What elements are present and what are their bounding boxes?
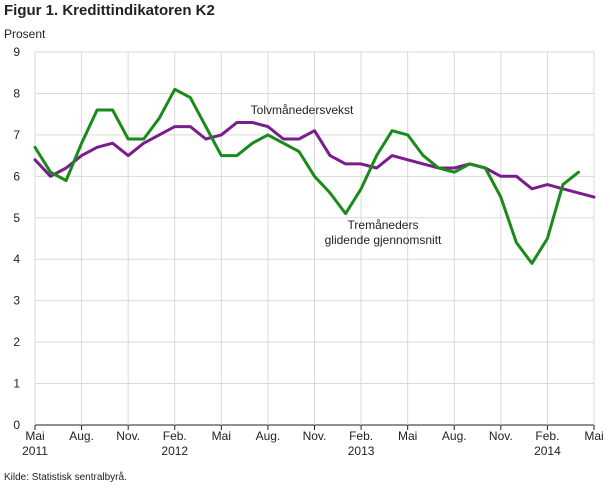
x-tick-label: Nov.: [303, 429, 327, 443]
x-tick-label: Feb.: [163, 429, 187, 443]
y-axis-label: Prosent: [4, 27, 46, 41]
x-tick-label: Nov.: [116, 429, 140, 443]
x-tick-label: Aug.: [256, 429, 281, 443]
y-tick-label: 6: [13, 169, 20, 183]
x-tick-label: Mai: [398, 429, 417, 443]
x-tick-label: Aug.: [69, 429, 94, 443]
x-tick-label: Mai: [212, 429, 231, 443]
y-tick-label: 7: [13, 128, 20, 142]
series-lines: [33, 87, 596, 265]
source-note: Kilde: Statistisk sentralbyrå.: [4, 472, 127, 483]
x-tick-label: Mai: [584, 429, 603, 443]
series-line-2: [33, 87, 580, 265]
y-tick-label: 3: [13, 294, 20, 308]
series-annotation: Tremåneders: [348, 218, 419, 232]
x-tick-label: Mai: [25, 429, 44, 443]
series-annotation: glidende gjennomsnitt: [325, 233, 442, 247]
y-tick-label: 8: [13, 86, 20, 100]
series-line-1: [33, 121, 596, 199]
y-tick-label: 1: [13, 377, 20, 391]
x-tick-year-label: 2013: [348, 444, 375, 458]
y-tick-label: 2: [13, 335, 20, 349]
x-tick-year-label: 2012: [161, 444, 188, 458]
y-tick-label: 9: [13, 45, 20, 59]
x-tick-label: Feb.: [349, 429, 373, 443]
x-tick-year-label: 2014: [534, 444, 561, 458]
y-tick-label: 4: [13, 252, 20, 266]
y-tick-label: 0: [13, 418, 20, 432]
y-tick-label: 5: [13, 211, 20, 225]
y-tick-labels: 0 1 2 3 4 5 6 7 8 9: [13, 45, 20, 432]
x-tick-label: Aug.: [442, 429, 467, 443]
series-annotation: Tolvmånedersvekst: [251, 103, 354, 117]
x-tick-label: Nov.: [489, 429, 513, 443]
x-tick-year-label: 2011: [22, 444, 48, 458]
chart-title: Figur 1. Kredittindikatoren K2: [4, 2, 215, 19]
x-tick-label: Feb.: [535, 429, 559, 443]
